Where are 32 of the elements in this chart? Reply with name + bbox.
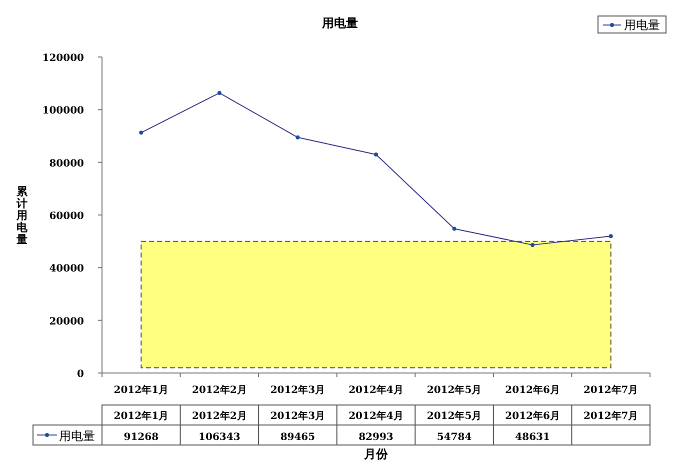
x-tick-label: 2012年4月 bbox=[348, 384, 404, 396]
category-label: 2012年3月 bbox=[270, 411, 326, 422]
data-label: 89465 bbox=[280, 432, 316, 443]
category-label: 2012年6月 bbox=[505, 411, 560, 422]
y-tick-label: 40000 bbox=[49, 264, 84, 275]
x-tick-label: 2012年1月 bbox=[114, 384, 169, 396]
y-tick-label: 80000 bbox=[49, 158, 84, 170]
legend-label: 用电量 bbox=[624, 18, 660, 32]
y-tick-label: 20000 bbox=[49, 316, 84, 328]
category-label: 2012年1月 bbox=[114, 411, 169, 422]
y-tick-label: 60000 bbox=[49, 211, 84, 222]
x-tick-label: 2012年6月 bbox=[505, 384, 560, 396]
data-label: 106343 bbox=[198, 432, 240, 443]
data-label: 82993 bbox=[358, 432, 394, 443]
x-tick-label: 2012年5月 bbox=[426, 384, 482, 396]
category-label: 2012年4月 bbox=[348, 411, 404, 422]
y-tick-label: 100000 bbox=[42, 106, 84, 117]
category-label: 2012年7月 bbox=[583, 411, 638, 422]
x-tick-label: 2012年7月 bbox=[583, 384, 638, 396]
y-tick-label: 0 bbox=[77, 369, 84, 380]
x-axis-title: 月份 bbox=[363, 447, 389, 461]
category-label: 2012年5月 bbox=[426, 411, 482, 422]
y-axis-title: 累计用电量 bbox=[16, 185, 28, 246]
x-tick-label: 2012年3月 bbox=[270, 384, 326, 396]
data-label: 54784 bbox=[436, 432, 472, 443]
data-label: 48631 bbox=[515, 432, 550, 443]
text: 用电量 bbox=[59, 429, 95, 443]
category-label: 2012年2月 bbox=[192, 411, 247, 422]
chart-title: 用电量 bbox=[321, 16, 358, 30]
y-tick-label: 120000 bbox=[42, 53, 84, 64]
x-tick-label: 2012年2月 bbox=[192, 384, 247, 396]
data-label: 91268 bbox=[124, 432, 159, 443]
